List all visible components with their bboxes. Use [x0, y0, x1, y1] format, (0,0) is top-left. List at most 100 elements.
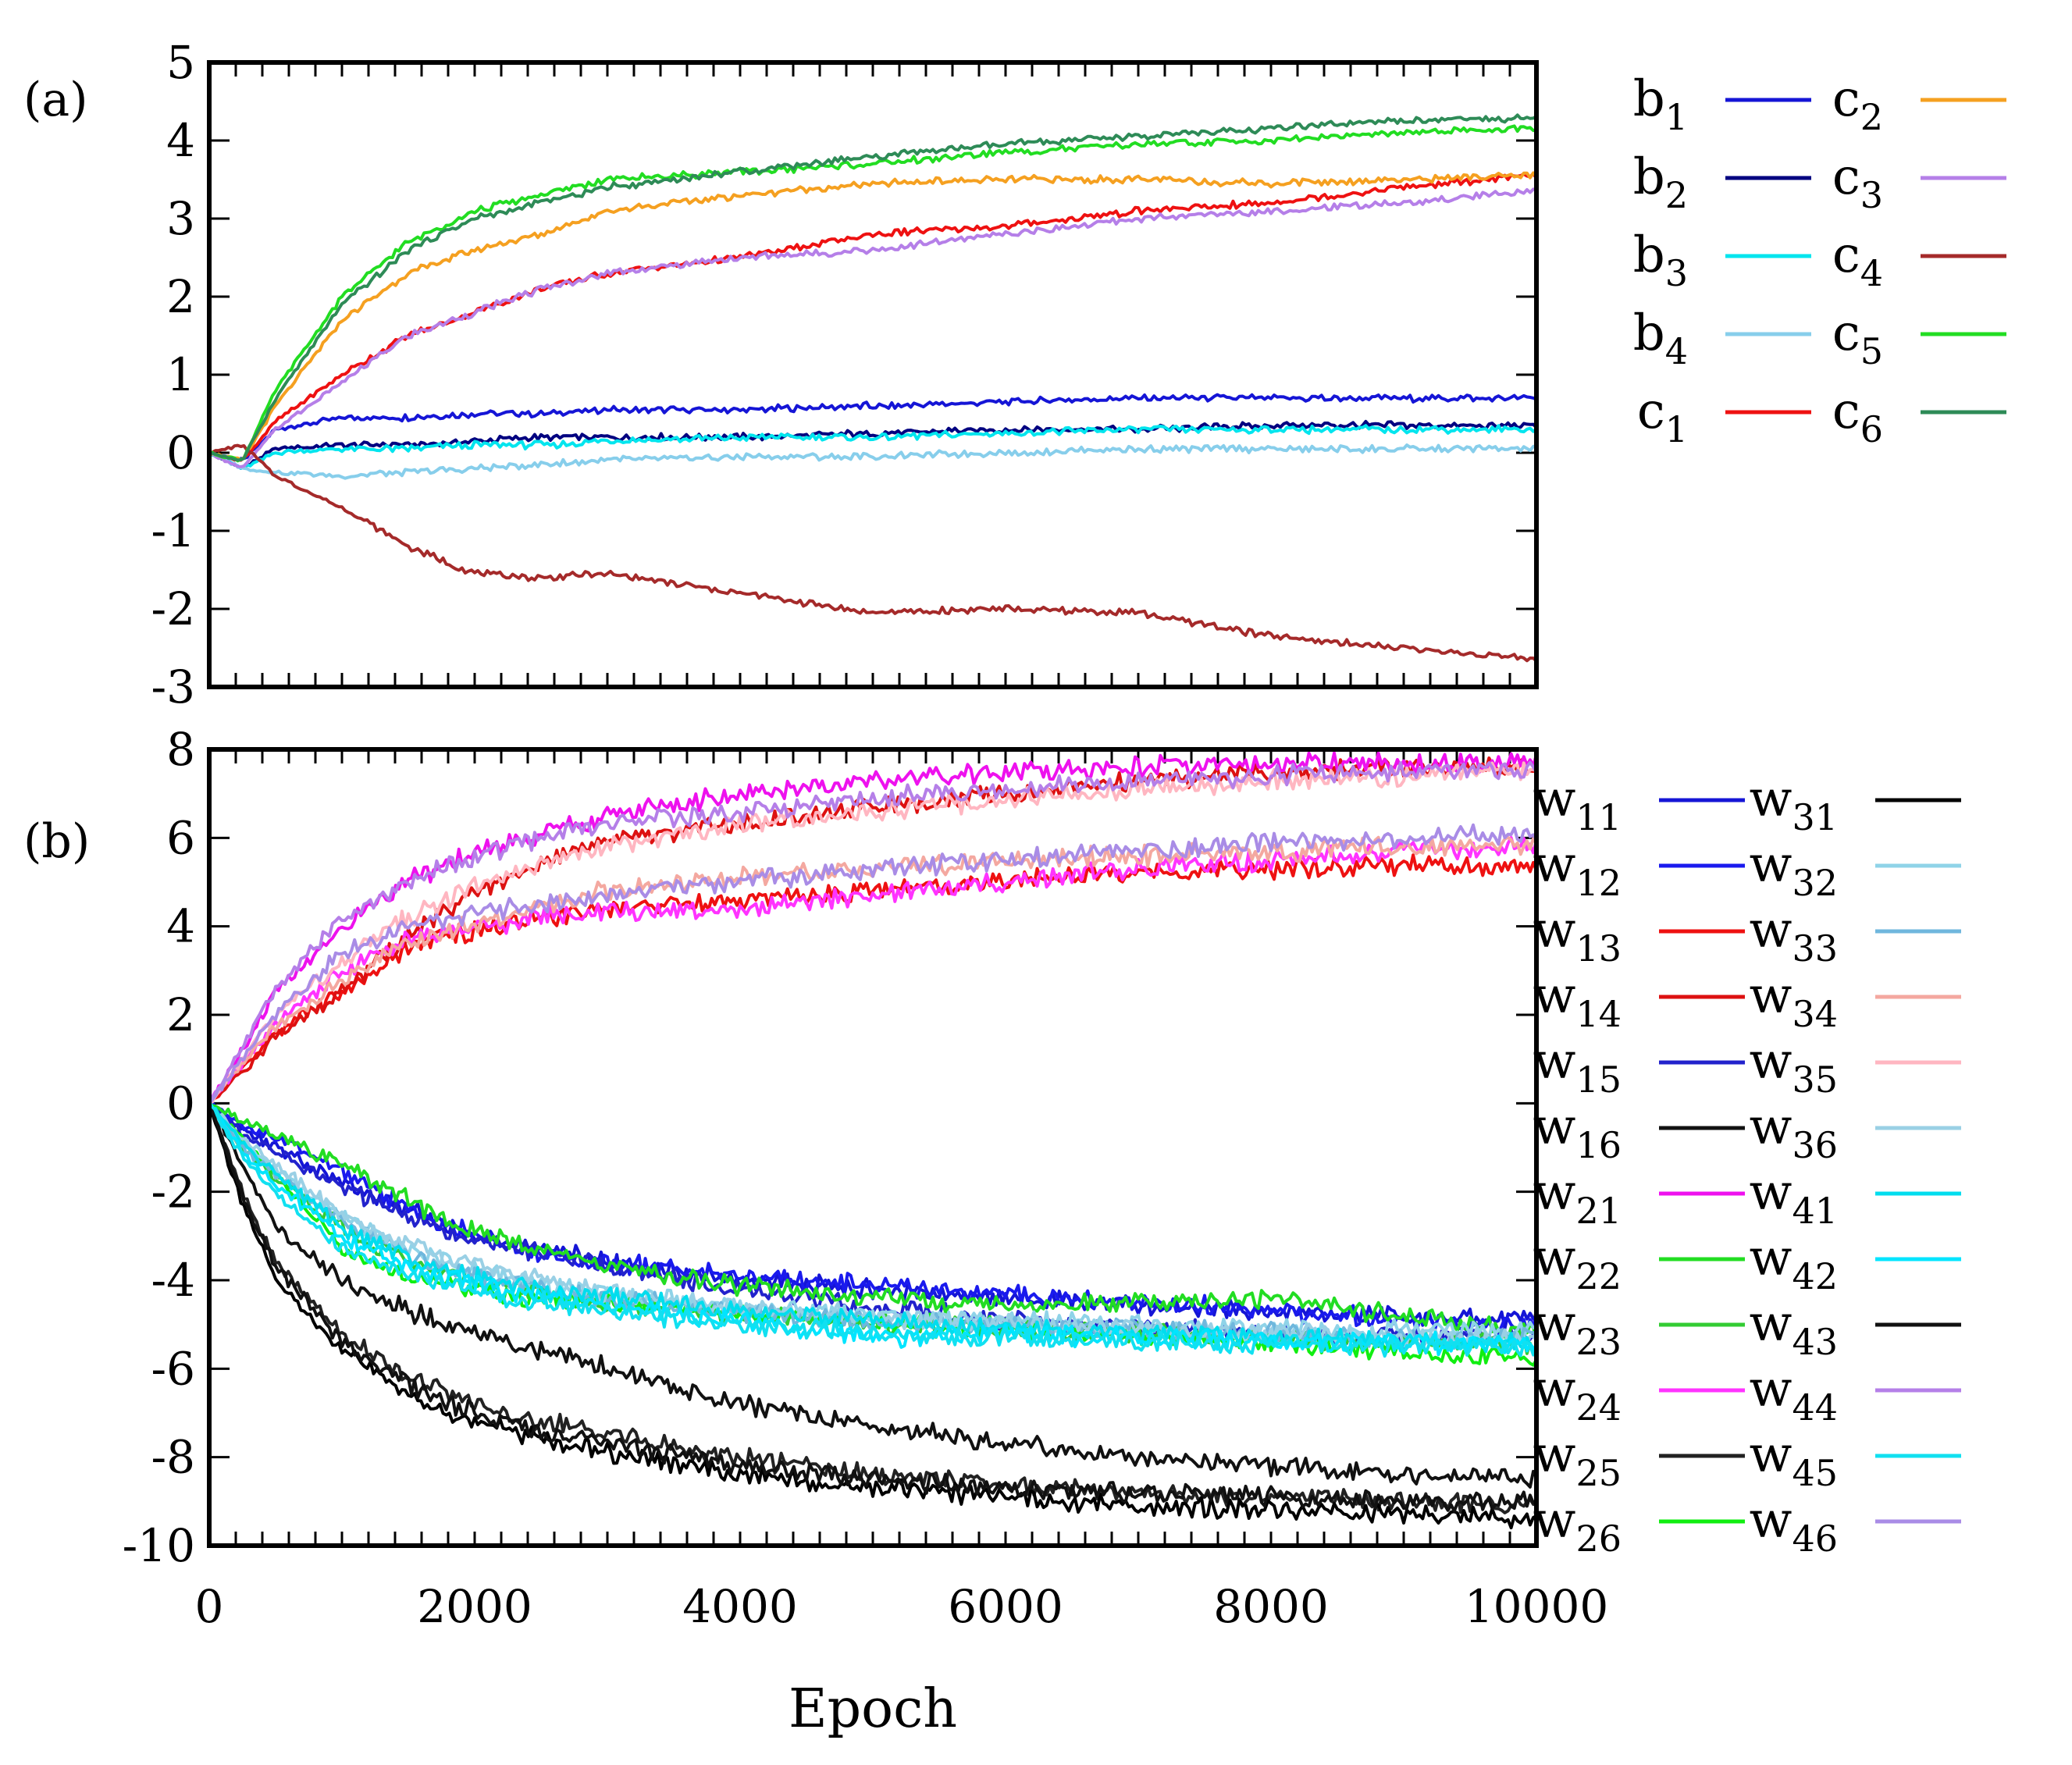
legend-label-subscript: 44: [1792, 1386, 1838, 1429]
legend-label-subscript: 3: [1665, 252, 1688, 294]
series-line-c5: [208, 124, 1537, 463]
legend-label-subscript: 6: [1860, 408, 1883, 450]
y-tick-label: 0: [166, 426, 195, 479]
legend-label-name: w: [1750, 770, 1793, 828]
legend-label: w41: [1750, 1164, 1838, 1232]
legend-label-subscript: 2: [1860, 96, 1883, 138]
legend-label-name: w: [1750, 1229, 1793, 1287]
y-tick-label: -2: [151, 582, 196, 635]
legend-label-name: c: [1832, 383, 1860, 440]
panel-b-legend: w11w12w13w14w15w16w21w22w23w24w25w26w31w…: [1533, 770, 1961, 1560]
legend-label: w23: [1533, 1295, 1622, 1363]
legend-label: w42: [1750, 1229, 1838, 1297]
legend-label: w26: [1533, 1492, 1622, 1560]
y-tick-label: -6: [151, 1342, 196, 1395]
legend-label-name: w: [1533, 1361, 1576, 1418]
legend-label-name: b: [1633, 148, 1665, 206]
legend-label: w11: [1533, 770, 1622, 838]
series-line-b3: [208, 424, 1538, 470]
y-tick-label: -4: [151, 1254, 196, 1307]
series-line-w44: [208, 760, 1538, 1108]
series-line-b4: [208, 443, 1537, 480]
legend-label-name: w: [1750, 1361, 1793, 1418]
legend-label-name: b: [1633, 226, 1665, 284]
legend-label-name: w: [1533, 967, 1576, 1025]
legend-label: w25: [1533, 1426, 1622, 1494]
legend-label-subscript: 15: [1575, 1059, 1622, 1101]
legend-label-subscript: 31: [1792, 796, 1838, 838]
legend-label-subscript: 13: [1575, 927, 1622, 970]
legend-label-subscript: 46: [1792, 1518, 1838, 1560]
legend-label-name: w: [1533, 770, 1576, 828]
y-tick-label: 6: [166, 811, 195, 864]
legend-label-subscript: 14: [1575, 993, 1622, 1035]
legend-label-name: c: [1832, 304, 1860, 362]
legend-label-name: w: [1750, 1492, 1793, 1550]
y-tick-label: -8: [151, 1431, 196, 1484]
series-line-w46: [208, 823, 1538, 1105]
series-line-w43: [208, 1103, 1537, 1513]
panel-a-series: [208, 113, 1538, 663]
legend-label-subscript: 11: [1575, 796, 1622, 838]
legend-label-name: c: [1637, 383, 1665, 440]
series-line-w35: [208, 761, 1537, 1105]
legend-label-name: w: [1750, 1426, 1793, 1484]
panel-a-y-tick-labels: 5 4 3 2 1 0 -1 -2 -3: [151, 36, 196, 713]
legend-label: w34: [1750, 967, 1838, 1035]
legend-label: w46: [1750, 1492, 1838, 1560]
legend-label: w31: [1750, 770, 1838, 838]
legend-label-name: c: [1832, 70, 1860, 128]
legend-label-subscript: 36: [1792, 1124, 1838, 1166]
legend-label-subscript: 42: [1792, 1255, 1838, 1297]
series-line-w42: [208, 1102, 1538, 1357]
legend-label-name: w: [1750, 902, 1793, 959]
legend-label-name: w: [1750, 1033, 1793, 1091]
legend-label: c6: [1832, 383, 1883, 450]
series-line-w31: [208, 1103, 1537, 1530]
legend-label: w16: [1533, 1098, 1622, 1166]
legend-label-subscript: 43: [1792, 1321, 1838, 1363]
y-tick-label: -10: [123, 1519, 195, 1572]
legend-label: w35: [1750, 1033, 1838, 1101]
legend-label: b4: [1633, 304, 1688, 372]
legend-label-subscript: 2: [1665, 174, 1688, 216]
legend-label-subscript: 33: [1792, 927, 1838, 970]
legend-label-subscript: 5: [1860, 330, 1883, 372]
series-line-w22: [208, 1102, 1538, 1340]
legend-label: w21: [1533, 1164, 1622, 1232]
legend-label: w45: [1750, 1426, 1838, 1494]
legend-label: w22: [1533, 1229, 1622, 1297]
legend-label: w12: [1533, 836, 1622, 904]
legend-label: w24: [1533, 1361, 1622, 1429]
series-line-w21: [208, 751, 1538, 1104]
legend-label: w36: [1750, 1098, 1838, 1166]
legend-label-name: w: [1533, 1492, 1576, 1550]
series-line-c3: [208, 187, 1537, 468]
legend-label: w44: [1750, 1361, 1838, 1429]
legend-label-subscript: 25: [1575, 1452, 1622, 1494]
series-line-c1: [208, 172, 1538, 462]
series-line-c6: [208, 113, 1537, 462]
legend-label-subscript: 3: [1860, 174, 1883, 216]
y-tick-label: -1: [151, 504, 196, 557]
legend-label-subscript: 35: [1792, 1059, 1838, 1101]
legend-label-name: c: [1832, 148, 1860, 206]
series-line-w14: [208, 756, 1538, 1103]
y-tick-label: 2: [166, 988, 195, 1041]
legend-label-subscript: 1: [1665, 96, 1688, 138]
x-tick-label: 6000: [948, 1580, 1063, 1633]
legend-label-name: w: [1533, 1098, 1576, 1156]
legend-label-subscript: 24: [1575, 1386, 1622, 1429]
series-line-w24: [208, 836, 1538, 1104]
series-line-w12: [208, 1099, 1538, 1336]
legend-label-name: w: [1533, 1229, 1576, 1287]
panel-b-y-tick-labels: 8 6 4 2 0 -2 -4 -6 -8 -10: [123, 723, 195, 1572]
y-tick-label: 2: [166, 270, 195, 323]
legend-label-name: w: [1750, 836, 1793, 894]
legend-label-name: w: [1750, 967, 1793, 1025]
legend-label-subscript: 45: [1792, 1452, 1838, 1494]
y-tick-label: 3: [166, 192, 195, 245]
